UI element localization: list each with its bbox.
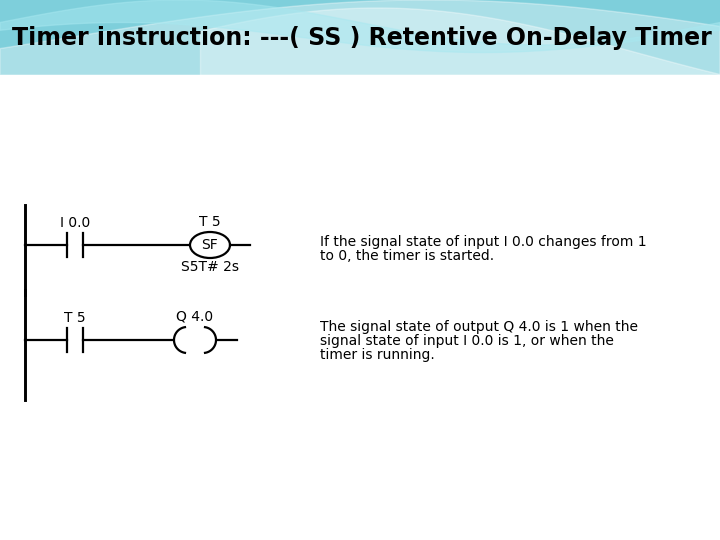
Text: to 0, the timer is started.: to 0, the timer is started. [320,249,494,263]
Text: SF: SF [202,238,218,252]
Text: The signal state of output Q 4.0 is 1 when the: The signal state of output Q 4.0 is 1 wh… [320,320,638,334]
Text: T 5: T 5 [199,215,221,229]
Text: Q 4.0: Q 4.0 [176,310,214,324]
Text: timer is running.: timer is running. [320,348,435,362]
Text: signal state of input I 0.0 is 1, or when the: signal state of input I 0.0 is 1, or whe… [320,334,614,348]
Text: If the signal state of input I 0.0 changes from 1: If the signal state of input I 0.0 chang… [320,235,647,249]
Bar [0,0,720,75]
Text: S5T# 2s: S5T# 2s [181,260,239,274]
Text: T 5: T 5 [64,311,86,325]
Text: I 0.0: I 0.0 [60,216,90,230]
Text: Timer instruction: ---( SS ) Retentive On-Delay Timer Coil: Timer instruction: ---( SS ) Retentive O… [12,25,720,50]
Ellipse shape [190,232,230,258]
